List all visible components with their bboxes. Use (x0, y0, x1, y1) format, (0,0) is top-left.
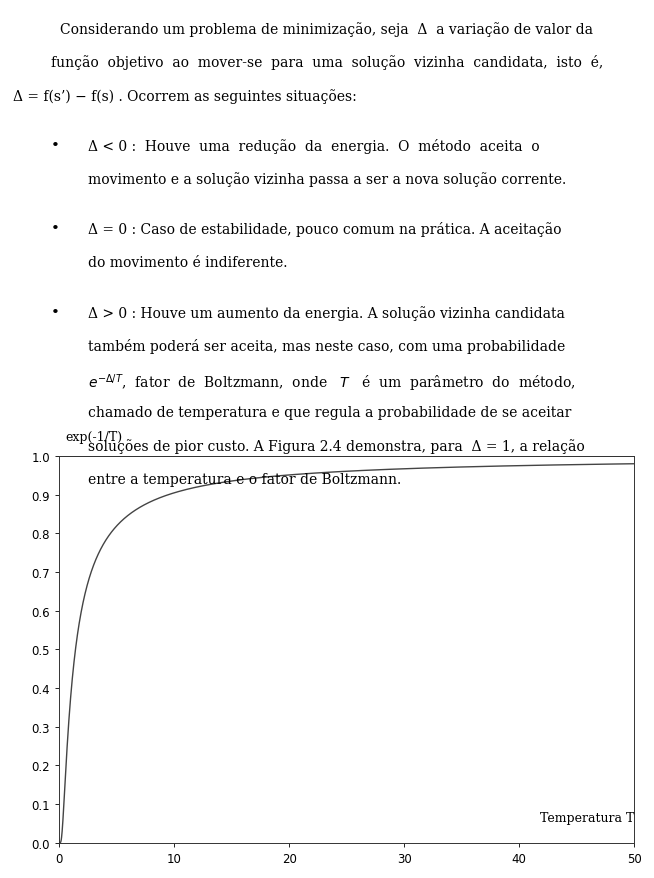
Text: Δ < 0 :  Houve  uma  redução  da  energia.  O  método  aceita  o: Δ < 0 : Houve uma redução da energia. O … (88, 139, 540, 154)
Text: Considerando um problema de minimização, seja  Δ  a variação de valor da: Considerando um problema de minimização,… (61, 22, 593, 37)
Text: movimento e a solução vizinha passa a ser a nova solução corrente.: movimento e a solução vizinha passa a se… (88, 172, 566, 187)
Text: entre a temperatura e o fator de Boltzmann.: entre a temperatura e o fator de Boltzma… (88, 472, 402, 486)
Text: chamado de temperatura e que regula a probabilidade de se aceitar: chamado de temperatura e que regula a pr… (88, 406, 572, 420)
Text: Temperatura T: Temperatura T (540, 811, 634, 824)
Text: $e^{-\Delta/T}$,  fator  de  Boltzmann,  onde   $T$   é  um  parâmetro  do  méto: $e^{-\Delta/T}$, fator de Boltzmann, ond… (88, 372, 576, 394)
Text: •: • (51, 139, 60, 153)
Text: •: • (51, 222, 60, 236)
Text: Δ = 0 : Caso de estabilidade, pouco comum na prática. A aceitação: Δ = 0 : Caso de estabilidade, pouco comu… (88, 222, 562, 237)
Text: soluções de pior custo. A Figura 2.4 demonstra, para  Δ = 1, a relação: soluções de pior custo. A Figura 2.4 dem… (88, 439, 585, 454)
Text: do movimento é indiferente.: do movimento é indiferente. (88, 255, 288, 270)
Text: função  objetivo  ao  mover-se  para  uma  solução  vizinha  candidata,  isto  é: função objetivo ao mover-se para uma sol… (51, 55, 603, 70)
Text: também poderá ser aceita, mas neste caso, com uma probabilidade: também poderá ser aceita, mas neste caso… (88, 339, 566, 354)
Text: exp(-1/T): exp(-1/T) (65, 430, 122, 443)
Text: Δ = f(s’) − f(s) . Ocorrem as seguintes situações:: Δ = f(s’) − f(s) . Ocorrem as seguintes … (13, 89, 357, 104)
Text: •: • (51, 306, 60, 320)
Text: Δ > 0 : Houve um aumento da energia. A solução vizinha candidata: Δ > 0 : Houve um aumento da energia. A s… (88, 306, 565, 320)
